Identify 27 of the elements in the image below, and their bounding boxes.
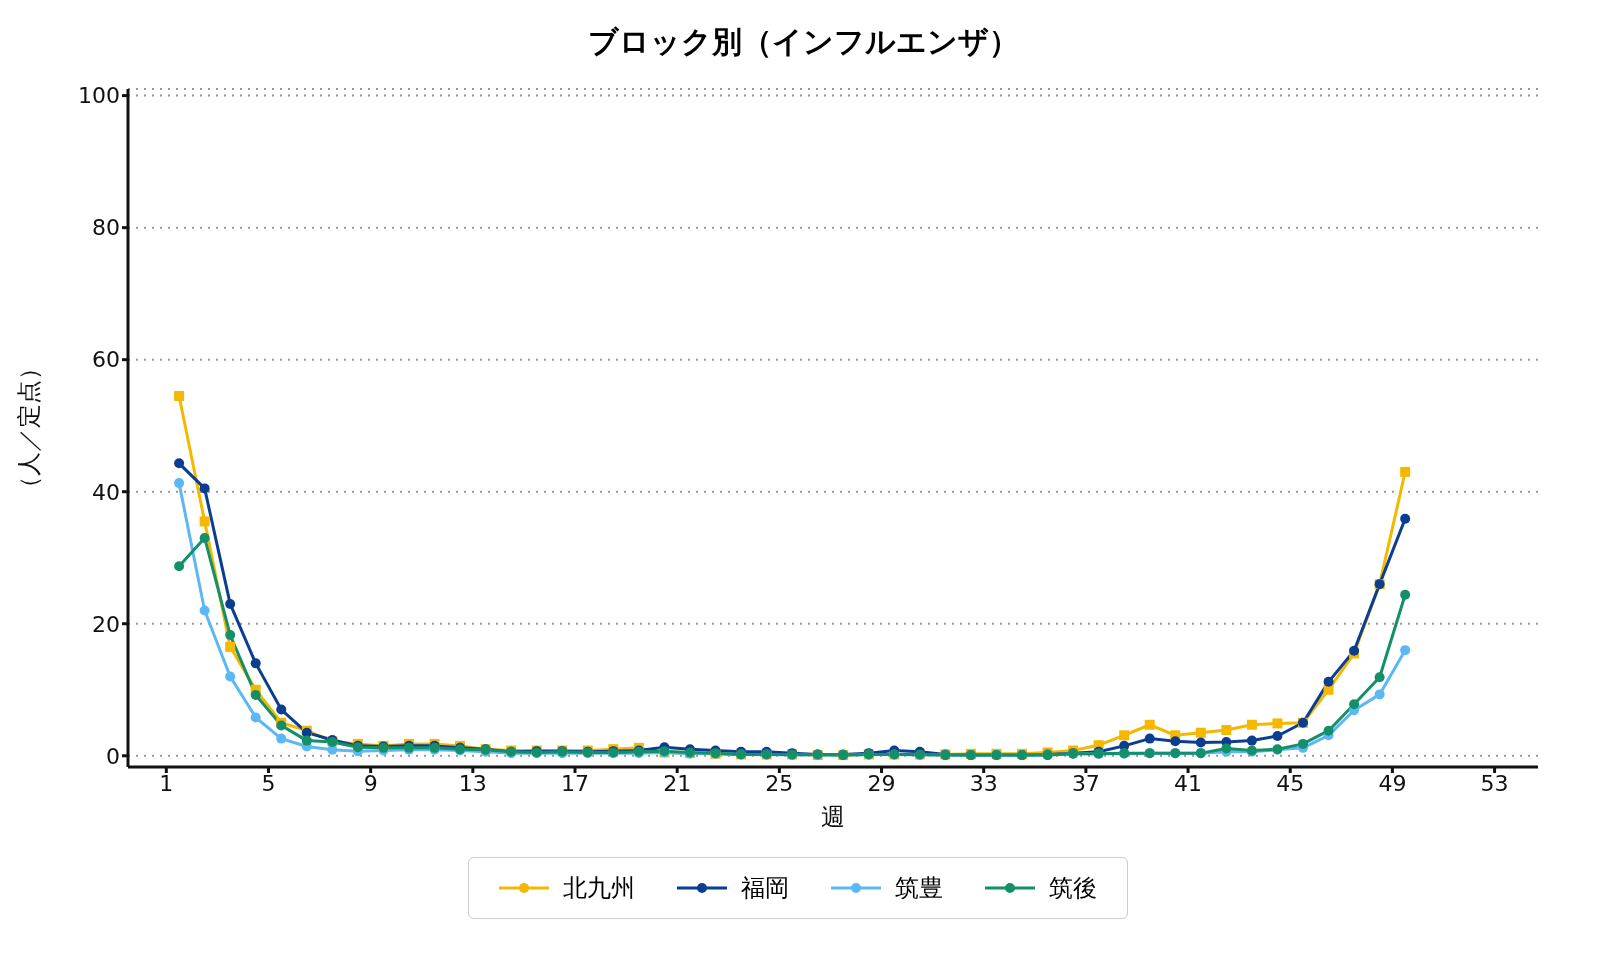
x-tick-label: 33 (969, 770, 998, 796)
x-tick-label: 13 (458, 770, 487, 796)
x-tick-label: 37 (1071, 770, 1100, 796)
y-tick-label: 80 (92, 215, 120, 241)
x-tick-label: 25 (765, 770, 794, 796)
x-tick-label: 5 (261, 770, 276, 796)
legend-label: 福岡 (740, 873, 789, 904)
x-tick-label: 9 (363, 770, 378, 796)
x-tick-label: 53 (1480, 770, 1509, 796)
y-tick-label: 100 (78, 83, 120, 109)
x-tick-label: 1 (159, 770, 174, 796)
chart-title: ブロック別（インフルエンザ） (586, 23, 1020, 61)
x-tick-label: 17 (561, 770, 590, 796)
x-axis-title: 週 (821, 803, 845, 831)
legend-label: 筑後 (1048, 873, 1097, 904)
y-tick-label: 0 (106, 743, 120, 769)
x-tick-label: 29 (867, 770, 896, 796)
y-tick-label: 20 (92, 611, 120, 637)
y-tick-label: 40 (92, 479, 120, 505)
x-tick-label: 45 (1276, 770, 1305, 796)
legend-label: 北九州 (562, 873, 635, 904)
x-tick-label: 49 (1378, 770, 1407, 796)
legend-label: 筑豊 (894, 873, 943, 904)
x-tick-label: 41 (1174, 770, 1203, 796)
y-axis-title: （人／定点） (14, 356, 43, 500)
y-tick-label: 60 (92, 347, 120, 373)
x-tick-label: 21 (663, 770, 692, 796)
